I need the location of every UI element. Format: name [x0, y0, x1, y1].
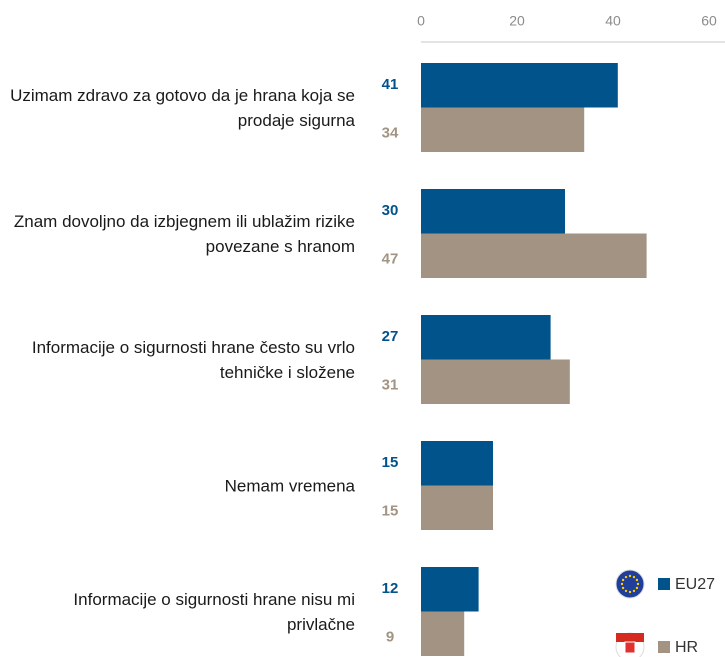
flag-star — [636, 582, 640, 586]
legend-label: HR — [675, 639, 698, 656]
flag-star — [632, 575, 636, 579]
flag-star — [624, 589, 628, 593]
bar — [421, 189, 565, 234]
legend-swatch — [658, 578, 670, 590]
bar — [421, 441, 493, 486]
value-label: 9 — [386, 628, 394, 645]
bar — [421, 485, 493, 530]
x-tick-label: 40 — [605, 13, 621, 29]
flag-star — [632, 589, 636, 593]
category-label: Znam dovoljno da izbjegnem ili ublažim r… — [13, 211, 355, 256]
x-tick-label: 60 — [701, 13, 717, 29]
flag-star — [635, 586, 639, 590]
value-label: 34 — [382, 124, 399, 141]
flag-star — [628, 574, 632, 578]
flag-star — [628, 590, 632, 594]
flag-star — [620, 582, 624, 586]
flag-star — [621, 578, 625, 582]
category-label: Informacije o sigurnosti hrane nisu mi p… — [73, 589, 355, 634]
category-label: Uzimam zdravo za gotovo da je hrana koja… — [10, 85, 355, 130]
value-label: 30 — [382, 202, 399, 219]
legend-label: EU27 — [675, 576, 715, 593]
bar — [421, 611, 465, 656]
flag-star — [624, 575, 628, 579]
x-tick-label: 0 — [417, 13, 425, 29]
value-label: 27 — [382, 328, 399, 345]
legend-flag — [615, 569, 645, 599]
flag-star — [635, 578, 639, 582]
value-label: 15 — [382, 454, 399, 471]
value-label: 41 — [382, 76, 399, 93]
value-label: 12 — [382, 580, 399, 597]
value-label: 15 — [382, 502, 399, 519]
flag-star — [621, 586, 625, 590]
flag-shield — [624, 641, 636, 654]
legend-item: HR — [615, 632, 698, 657]
bar — [421, 233, 647, 278]
value-label: 31 — [382, 376, 399, 393]
x-tick-label: 20 — [509, 13, 525, 29]
value-label: 47 — [382, 250, 399, 267]
bar — [421, 107, 585, 152]
legend-item: EU27 — [615, 569, 715, 599]
legend-swatch — [658, 641, 670, 653]
flag-stripe — [616, 633, 644, 642]
bar — [421, 315, 551, 360]
bar — [421, 63, 618, 108]
bar — [421, 359, 570, 404]
bar — [421, 567, 479, 612]
category-label: Nemam vremena — [224, 476, 355, 495]
category-label: Informacije o sigurnosti hrane često su … — [31, 337, 355, 382]
